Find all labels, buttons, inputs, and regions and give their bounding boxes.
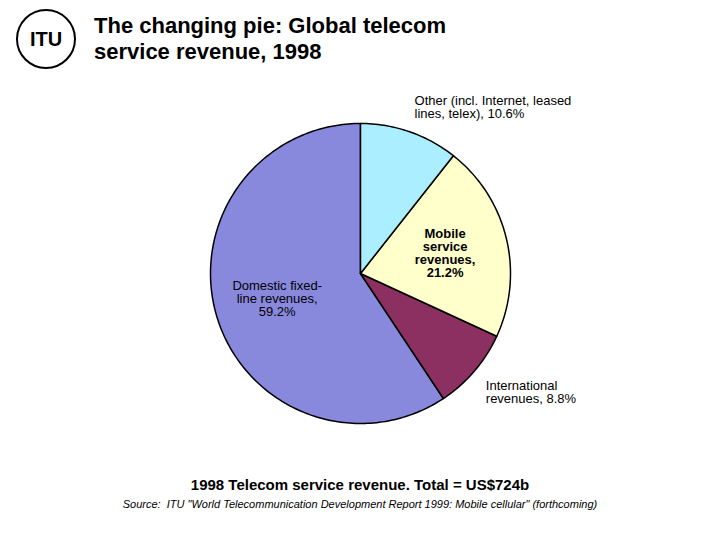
svg-text:Other (incl. Internet, leasedl: Other (incl. Internet, leasedlines, tele… bbox=[415, 93, 572, 121]
html-text:1998 Telecom service revenue.: 1998 Telecom service revenue. Total = US… bbox=[190, 476, 530, 493]
html-text:ITU: ITU bbox=[29, 27, 63, 50]
svg-text:Mobileservicerevenues,21.2%: Mobileservicerevenues,21.2% bbox=[415, 226, 476, 280]
html-text:The changing pie: Global telec: The changing pie: Global telecom service… bbox=[94, 12, 446, 64]
html-text:Source: ITU "World Telecommuni: Source: ITU "World Telecommunication Dev… bbox=[122, 498, 598, 510]
svg-text:Domestic fixed-line revenues,5: Domestic fixed-line revenues,59.2% bbox=[232, 278, 322, 319]
svg-text:Internationalrevenues, 8.8%: Internationalrevenues, 8.8% bbox=[486, 378, 577, 406]
